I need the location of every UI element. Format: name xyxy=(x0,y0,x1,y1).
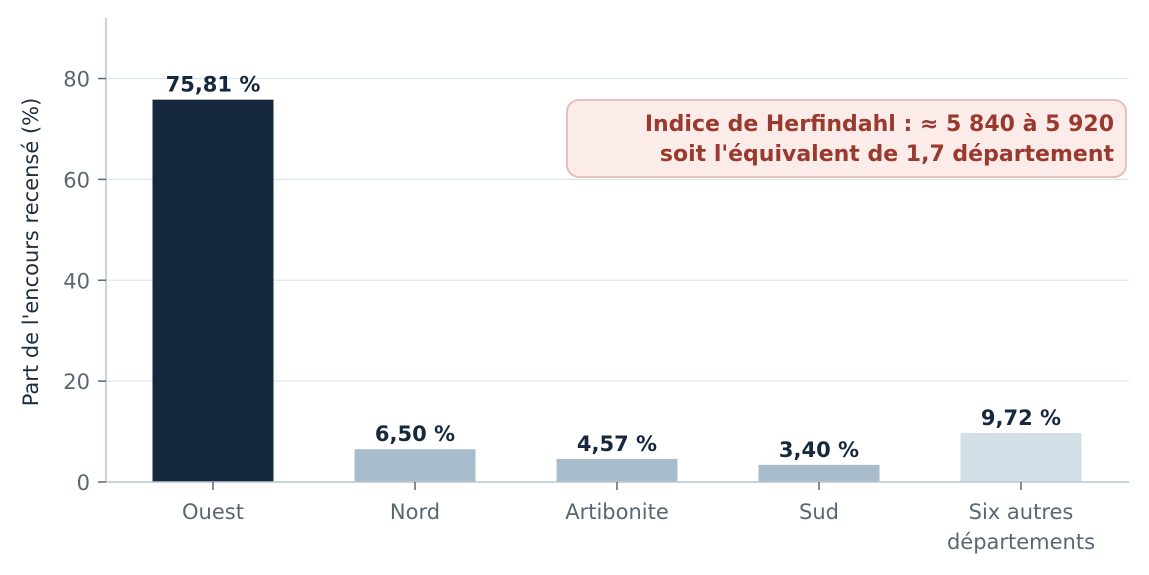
bar-nord xyxy=(354,449,476,482)
data-labels: 75,81 % 6,50 % 4,57 % 3,40 % 9,72 % xyxy=(166,73,1061,462)
x-tick-label: Nord xyxy=(390,500,440,524)
herfindahl-annotation: Indice de Herfindahl : ≈ 5 840 à 5 920 s… xyxy=(566,99,1127,178)
annotation-line-1: Indice de Herfindahl : ≈ 5 840 à 5 920 xyxy=(645,112,1114,137)
y-tick-label: 80 xyxy=(63,68,90,92)
bar-value-label: 9,72 % xyxy=(981,406,1061,430)
bar-value-label: 3,40 % xyxy=(779,438,859,462)
bar-ouest xyxy=(152,99,274,482)
y-tick-label: 40 xyxy=(63,269,90,293)
axes: 0 20 40 60 80 Ouest Nord Artibonite Sud Six autre… xyxy=(63,18,1129,554)
bar-artibonite xyxy=(556,458,678,482)
y-tick-label: 0 xyxy=(77,471,90,495)
bar-six-autres-départements xyxy=(960,432,1082,482)
grid-lines xyxy=(106,77,1129,382)
bar-value-label: 75,81 % xyxy=(166,73,261,97)
bar-sud xyxy=(758,464,880,482)
y-tick-label: 20 xyxy=(63,370,90,394)
bar-value-label: 4,57 % xyxy=(577,432,657,456)
bar-value-label: 6,50 % xyxy=(375,422,455,446)
x-tick-label: Ouest xyxy=(182,500,244,524)
x-tick-label: Artibonite xyxy=(565,500,669,524)
x-tick-label: Sud xyxy=(799,500,839,524)
annotation-box xyxy=(566,99,1127,178)
y-axis-label: Part de l'encours recensé (%) xyxy=(19,98,43,407)
annotation-line-2: soit l'équivalent de 1,7 département xyxy=(660,142,1115,167)
bars xyxy=(152,99,1082,482)
y-tick-label: 60 xyxy=(63,168,90,192)
x-tick-label: Six autres départements xyxy=(947,500,1095,554)
